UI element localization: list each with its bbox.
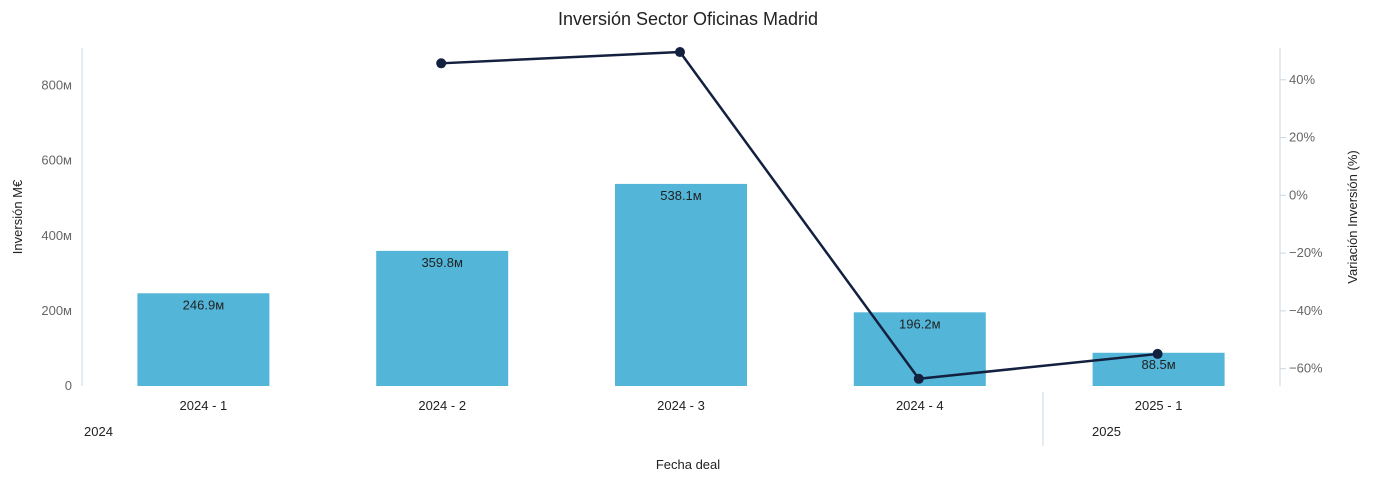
bar-value-label: 538.1м [660,188,702,203]
x-axis-category-label: 2025 - 1 [1135,398,1183,413]
x-axis-year-groups: 2024 2025 [84,424,1121,439]
variation-point[interactable] [913,373,924,384]
bar-value-label: 359.8м [421,255,463,270]
chart-title: Inversión Sector Oficinas Madrid [558,9,818,29]
x-axis-title: Fecha deal [656,457,720,472]
bar-value-label: 246.9м [183,297,225,312]
right-axis-tick-label: −40% [1289,303,1323,318]
right-axis-title: Variación Inversión (%) [1345,150,1360,283]
x-axis-category-label: 2024 - 4 [896,398,944,413]
x-axis-group-label: 2025 [1092,424,1121,439]
bar[interactable] [376,250,509,386]
right-axis-ticks: 40% 20% 0% −20% −40% −60% [1280,72,1323,376]
x-axis-categories: 2024 - 1 2024 - 2 2024 - 3 2024 - 4 2025 - 1 [180,398,1183,413]
right-axis-tick-label: −20% [1289,245,1323,260]
right-axis-tick-label: 20% [1289,130,1315,145]
bar-value-label: 196.2м [899,316,941,331]
bar[interactable] [615,183,747,386]
x-axis-group-label: 2024 [84,424,113,439]
bar[interactable] [137,293,270,386]
x-axis-category-label: 2024 - 1 [180,398,228,413]
right-axis-tick-label: 40% [1289,72,1315,87]
left-axis-tick-label: 600м [41,153,72,168]
left-axis-tick-label: 400м [41,228,72,243]
x-axis-category-label: 2024 - 2 [418,398,466,413]
variation-point[interactable] [436,58,447,69]
left-axis-title: Inversión M€ [10,179,25,254]
right-axis-tick-label: −60% [1289,361,1323,376]
left-axis-tick-label: 0 [65,378,72,393]
bar-data-labels: 246.9м 359.8м 538.1м 196.2м 88.5м [183,188,1176,372]
left-axis-ticks: 0 200м 400м 600м 800м [41,78,72,393]
left-axis-tick-label: 800м [41,78,72,93]
variation-line-series [436,47,1163,384]
bar-value-label: 88.5м [1141,357,1175,372]
x-axis-category-label: 2024 - 3 [657,398,705,413]
variation-point[interactable] [1152,348,1163,359]
right-axis-tick-label: 0% [1289,187,1308,202]
variation-point[interactable] [675,47,685,58]
left-axis-tick-label: 200м [41,303,72,318]
variation-line [441,50,1158,381]
bar-series [137,183,1225,386]
